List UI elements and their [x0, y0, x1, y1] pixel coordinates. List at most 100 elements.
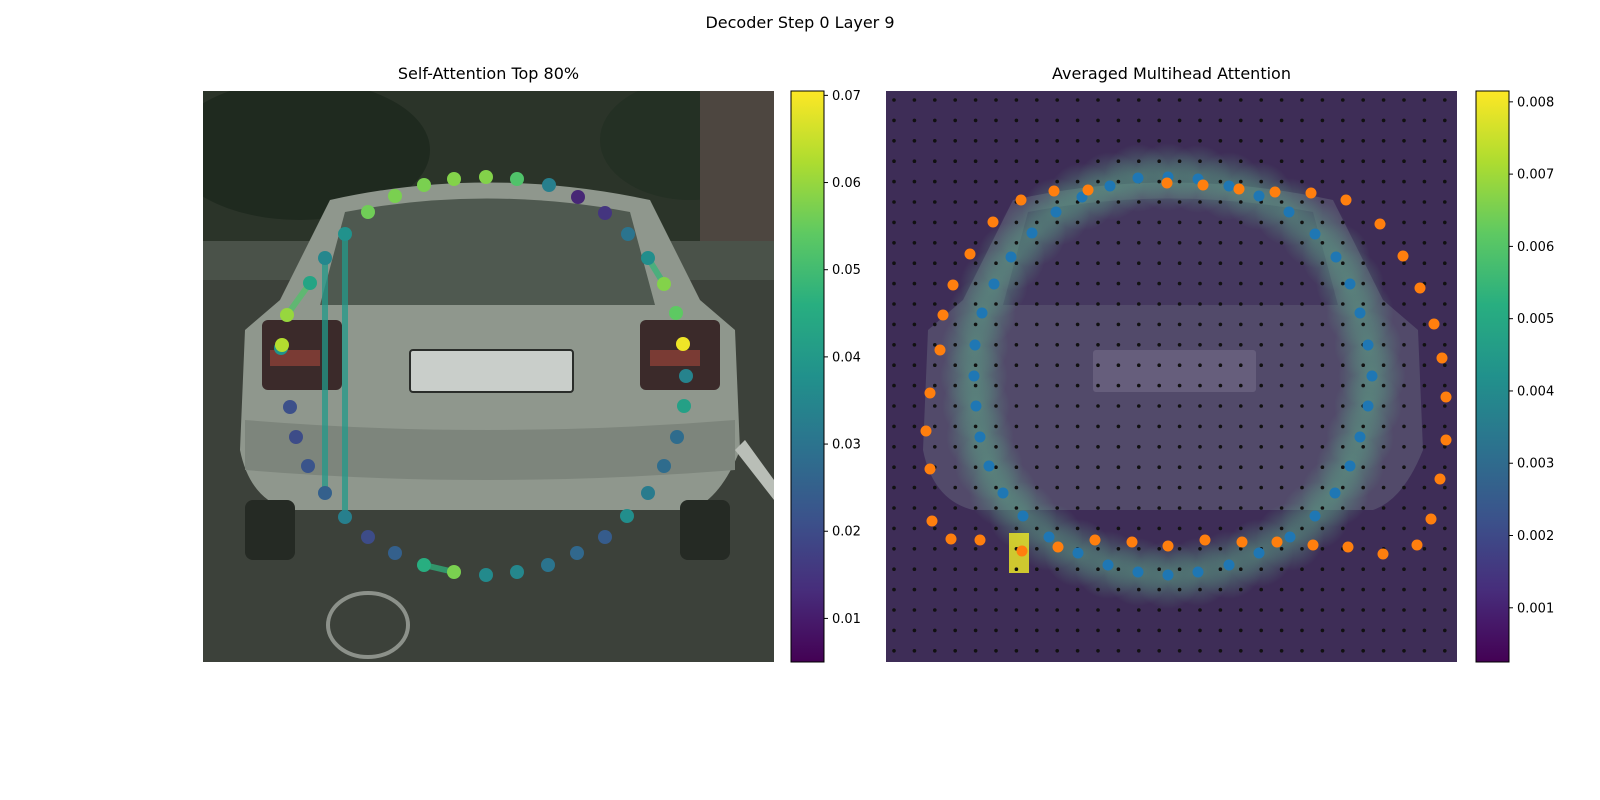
grid-dot — [1279, 98, 1284, 102]
sampling-point — [974, 534, 986, 546]
grid-dot — [1279, 281, 1284, 286]
grid-dot — [1402, 200, 1406, 204]
grid-dot — [953, 608, 957, 612]
query-point — [542, 178, 556, 192]
sampling-point — [1016, 545, 1028, 557]
grid-dot — [953, 261, 957, 266]
grid-dot — [1075, 363, 1080, 368]
grid-dot — [1279, 547, 1284, 551]
grid-dot — [1035, 445, 1039, 449]
grid-dot — [1381, 241, 1386, 245]
grid-dot — [1137, 98, 1141, 102]
grid-dot — [1381, 118, 1386, 123]
grid-dot — [1157, 424, 1161, 429]
grid-dot — [1402, 608, 1406, 612]
grid-dot — [1361, 526, 1365, 531]
grid-dot — [994, 322, 998, 327]
grid-dot — [994, 445, 998, 449]
grid-dot — [1116, 302, 1121, 306]
sampling-point — [1283, 206, 1295, 218]
grid-dot — [1341, 98, 1345, 102]
grid-dot — [1075, 424, 1080, 429]
grid-dot — [1320, 424, 1325, 429]
grid-dot — [1137, 485, 1141, 490]
grid-dot — [1341, 567, 1345, 571]
grid-dot — [1279, 649, 1284, 653]
grid-dot — [1137, 445, 1141, 449]
grid-dot — [1443, 587, 1447, 592]
grid-dot — [1320, 98, 1325, 102]
grid-dot — [933, 139, 937, 143]
grid-dot — [1341, 281, 1345, 286]
query-point — [657, 459, 671, 473]
grid-dot — [1055, 567, 1059, 571]
grid-dot — [1361, 628, 1365, 633]
grid-dot — [1177, 567, 1182, 571]
grid-dot — [1381, 261, 1386, 266]
grid-dot — [1239, 628, 1243, 633]
grid-dot — [1177, 506, 1182, 510]
grid-dot — [1198, 547, 1202, 551]
grid-dot — [1096, 567, 1100, 571]
grid-dot — [1381, 302, 1386, 306]
grid-dot — [1014, 98, 1019, 102]
grid-dot — [912, 241, 917, 245]
grid-dot — [1402, 343, 1406, 347]
grid-dot — [953, 506, 957, 510]
grid-dot — [1198, 424, 1202, 429]
query-point — [620, 509, 634, 523]
query-point — [676, 337, 690, 351]
grid-dot — [1137, 649, 1141, 653]
grid-dot — [1381, 628, 1386, 633]
grid-dot — [1055, 485, 1059, 490]
query-point — [621, 227, 635, 241]
grid-dot — [1320, 485, 1325, 490]
grid-dot — [1157, 220, 1161, 225]
grid-dot — [1014, 139, 1019, 143]
grid-dot — [1341, 139, 1345, 143]
grid-dot — [1055, 363, 1059, 368]
grid-dot — [994, 363, 998, 368]
query-point — [598, 530, 612, 544]
grid-dot — [1320, 241, 1325, 245]
grid-dot — [1259, 628, 1263, 633]
grid-dot — [1035, 179, 1039, 184]
grid-dot — [1035, 363, 1039, 368]
grid-dot — [1177, 424, 1182, 429]
grid-dot — [973, 547, 978, 551]
grid-dot — [912, 281, 917, 286]
grid-dot — [1341, 506, 1345, 510]
grid-dot — [1116, 485, 1121, 490]
grid-dot — [1341, 261, 1345, 266]
grid-dot — [1422, 628, 1427, 633]
grid-dot — [1035, 465, 1039, 470]
grid-dot — [1381, 506, 1386, 510]
grid-dot — [1035, 608, 1039, 612]
grid-dot — [933, 302, 937, 306]
sampling-point — [1192, 566, 1204, 578]
grid-dot — [1035, 343, 1039, 347]
grid-dot — [892, 200, 896, 204]
grid-dot — [1198, 200, 1202, 204]
grid-dot — [1361, 587, 1365, 592]
query-point — [510, 172, 524, 186]
grid-dot — [1443, 608, 1447, 612]
grid-dot — [1279, 241, 1284, 245]
grid-dot — [1381, 159, 1386, 163]
grid-dot — [1014, 465, 1019, 470]
sampling-point — [1126, 536, 1138, 548]
grid-dot — [1300, 465, 1304, 470]
sampling-point — [974, 431, 986, 443]
query-point — [417, 178, 431, 192]
grid-dot — [892, 567, 896, 571]
colorbar-tick-label: 0.005 — [1517, 312, 1554, 327]
grid-dot — [994, 200, 998, 204]
query-point — [338, 227, 352, 241]
grid-dot — [1259, 281, 1263, 286]
grid-dot — [1116, 220, 1121, 225]
grid-dot — [1443, 343, 1447, 347]
grid-dot — [994, 159, 998, 163]
left-car-photo — [203, 91, 774, 662]
grid-dot — [1402, 547, 1406, 551]
grid-dot — [933, 485, 937, 490]
